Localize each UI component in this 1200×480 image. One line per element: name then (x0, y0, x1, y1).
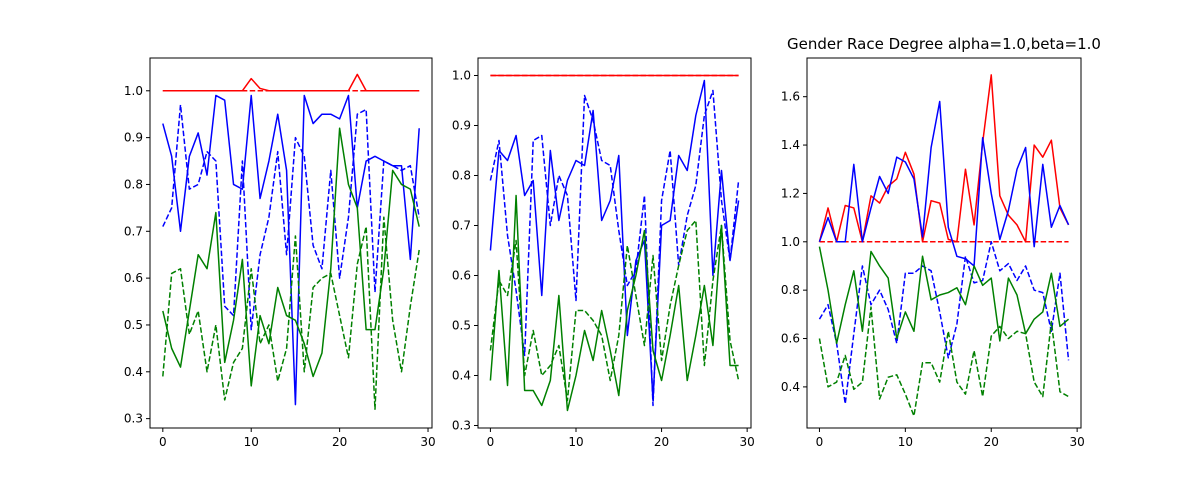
chart-title: Gender Race Degree alpha=1.0,beta=1.0 (787, 35, 1101, 53)
y-tick-label: 1.0 (781, 235, 800, 249)
series-line-green-solid (162, 127, 420, 387)
y-tick-label: 0.4 (124, 365, 143, 379)
series-line-blue-dashed (489, 89, 740, 407)
series-line-red-solid (162, 73, 420, 92)
y-tick-label: 0.8 (781, 283, 800, 297)
y-tick-label: 0.8 (452, 169, 471, 183)
x-tick-label: 10 (244, 435, 259, 449)
y-tick-label: 0.6 (781, 332, 800, 346)
y-tick-label: 0.6 (124, 271, 143, 285)
series-line-green-solid (489, 194, 739, 412)
series-line-blue-dashed (818, 241, 1070, 405)
x-tick-label: 10 (898, 435, 913, 449)
x-tick-label: 20 (654, 435, 669, 449)
y-tick-label: 0.4 (781, 380, 800, 394)
x-tick-label: 0 (159, 435, 167, 449)
y-tick-label: 1.2 (781, 186, 800, 200)
subplot-1: 0 10 20 30 0.3 0.4 0.5 0.6 0.7 0.8 0.9 1.0 (124, 57, 436, 449)
y-tick-label: 0.3 (452, 419, 471, 433)
y-tick-label: 0.7 (124, 224, 143, 238)
y-tick-label: 0.7 (452, 219, 471, 233)
series-line-blue-dashed (162, 104, 420, 331)
y-tick-label: 1.0 (452, 69, 471, 83)
x-tick-label: 0 (816, 435, 824, 449)
y-tick-label: 0.3 (124, 412, 143, 426)
x-tick-label: 20 (332, 435, 347, 449)
y-tick-label: 0.9 (124, 131, 143, 145)
x-tick-label: 0 (487, 435, 495, 449)
y-tick-label: 0.8 (124, 177, 143, 191)
y-tick-label: 0.4 (452, 369, 471, 383)
series-line-blue-solid (818, 100, 1070, 267)
x-tick-label: 30 (1069, 435, 1084, 449)
series-line-green-dashed (162, 216, 420, 411)
y-tick-label: 0.5 (124, 318, 143, 332)
y-tick-label: 1.4 (781, 138, 800, 152)
x-tick-label: 30 (420, 435, 435, 449)
series-group (489, 74, 740, 412)
axes-frame (806, 57, 1082, 429)
axes-frame (477, 57, 752, 429)
subplot-3: 0 10 20 30 0.4 0.6 0.8 1.0 1.2 1.4 1.6 Gender Race … (781, 35, 1101, 449)
series-line-blue-solid (162, 94, 420, 406)
x-tick-label: 30 (740, 435, 755, 449)
y-tick-label: 0.5 (452, 319, 471, 333)
series-group (162, 73, 420, 411)
axes-frame (149, 57, 433, 429)
x-tick-label: 10 (568, 435, 583, 449)
y-tick-label: 1.0 (124, 84, 143, 98)
y-tick-label: 0.6 (452, 269, 471, 283)
series-group (818, 74, 1070, 417)
y-tick-label: 0.9 (452, 119, 471, 133)
subplot-2: 0 10 20 30 0.3 0.4 0.5 0.6 0.7 0.8 0.9 1.0 (452, 57, 755, 449)
series-line-green-solid (818, 246, 1070, 345)
series-line-green-dashed (489, 219, 740, 402)
y-tick-label: 1.6 (781, 90, 800, 104)
x-tick-label: 20 (984, 435, 999, 449)
series-line-green-dashed (818, 306, 1069, 417)
subplot-group: 0 10 20 30 0.3 0.4 0.5 0.6 0.7 0.8 0.9 1.0 0 10 20 30 0.… (124, 35, 1101, 449)
series-line-red-solid (818, 74, 1070, 243)
